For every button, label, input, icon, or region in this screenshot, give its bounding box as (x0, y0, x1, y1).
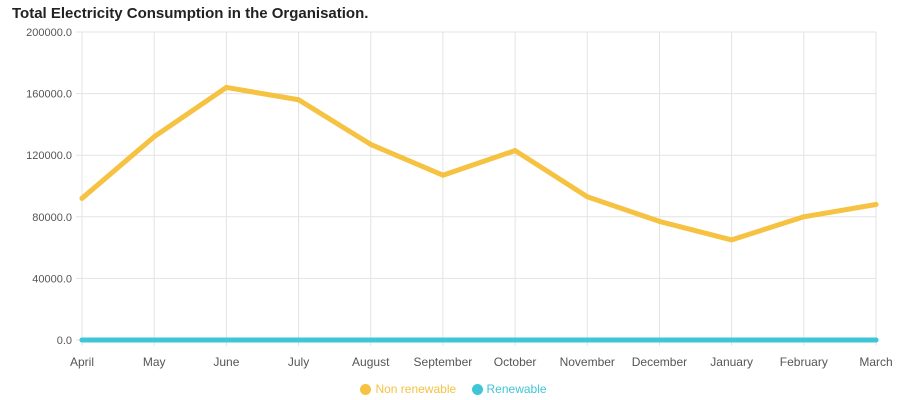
legend: Non renewable Renewable (0, 382, 907, 398)
y-tick-label: 160000.0 (26, 89, 72, 101)
legend-item-renewable[interactable]: Renewable (471, 382, 547, 396)
x-tick-label: November (560, 355, 615, 369)
y-tick-label: 0.0 (57, 335, 72, 347)
grid-lines (76, 31, 877, 346)
x-tick-label: January (710, 355, 753, 369)
data-point[interactable] (223, 337, 229, 343)
data-point[interactable] (729, 337, 735, 343)
y-tick-label: 120000.0 (26, 150, 72, 162)
data-point[interactable] (873, 337, 879, 343)
data-point[interactable] (512, 148, 518, 154)
data-point[interactable] (584, 337, 590, 343)
legend-dot-non-renewable (360, 383, 372, 395)
data-point[interactable] (79, 195, 85, 201)
x-tick-label: February (780, 355, 828, 369)
data-point[interactable] (151, 337, 157, 343)
data-point[interactable] (801, 337, 807, 343)
data-point[interactable] (223, 84, 229, 90)
x-tick-label: August (352, 355, 390, 369)
data-point[interactable] (368, 337, 374, 343)
data-point[interactable] (296, 337, 302, 343)
x-tick-label: April (70, 355, 94, 369)
legend-label-renewable: Renewable (486, 382, 547, 396)
legend-label-non-renewable: Non renewable (375, 382, 457, 396)
data-point[interactable] (729, 237, 735, 243)
y-axis-tick-labels: 200000.0 160000.0 120000.0 80000.0 40000.0 0.… (26, 27, 72, 347)
data-point[interactable] (801, 214, 807, 220)
data-point[interactable] (151, 134, 157, 140)
data-point[interactable] (656, 337, 662, 343)
x-tick-label: December (632, 355, 687, 369)
data-point[interactable] (79, 337, 85, 343)
data-point[interactable] (296, 97, 302, 103)
data-point[interactable] (584, 194, 590, 200)
x-tick-label: May (143, 355, 166, 369)
legend-item-non-renewable[interactable]: Non renewable (360, 382, 456, 396)
y-tick-label: 80000.0 (32, 212, 72, 224)
data-point[interactable] (512, 337, 518, 343)
x-tick-label: July (288, 355, 309, 369)
y-tick-label: 40000.0 (32, 273, 72, 285)
x-tick-label: March (859, 355, 892, 369)
series-line-non-renewable[interactable] (79, 84, 879, 243)
chart-title: Total Electricity Consumption in the Org… (12, 5, 369, 22)
legend-dot-renewable (471, 383, 483, 395)
data-point[interactable] (368, 141, 374, 147)
x-axis-tick-labels: April May June July August September October No… (70, 355, 893, 369)
series-lines (79, 84, 879, 343)
x-tick-label: September (414, 355, 473, 369)
data-point[interactable] (656, 218, 662, 224)
data-point[interactable] (440, 337, 446, 343)
data-point[interactable] (873, 201, 879, 207)
x-tick-label: June (213, 355, 239, 369)
y-tick-label: 200000.0 (26, 27, 72, 39)
x-tick-label: October (494, 355, 537, 369)
data-point[interactable] (440, 172, 446, 178)
